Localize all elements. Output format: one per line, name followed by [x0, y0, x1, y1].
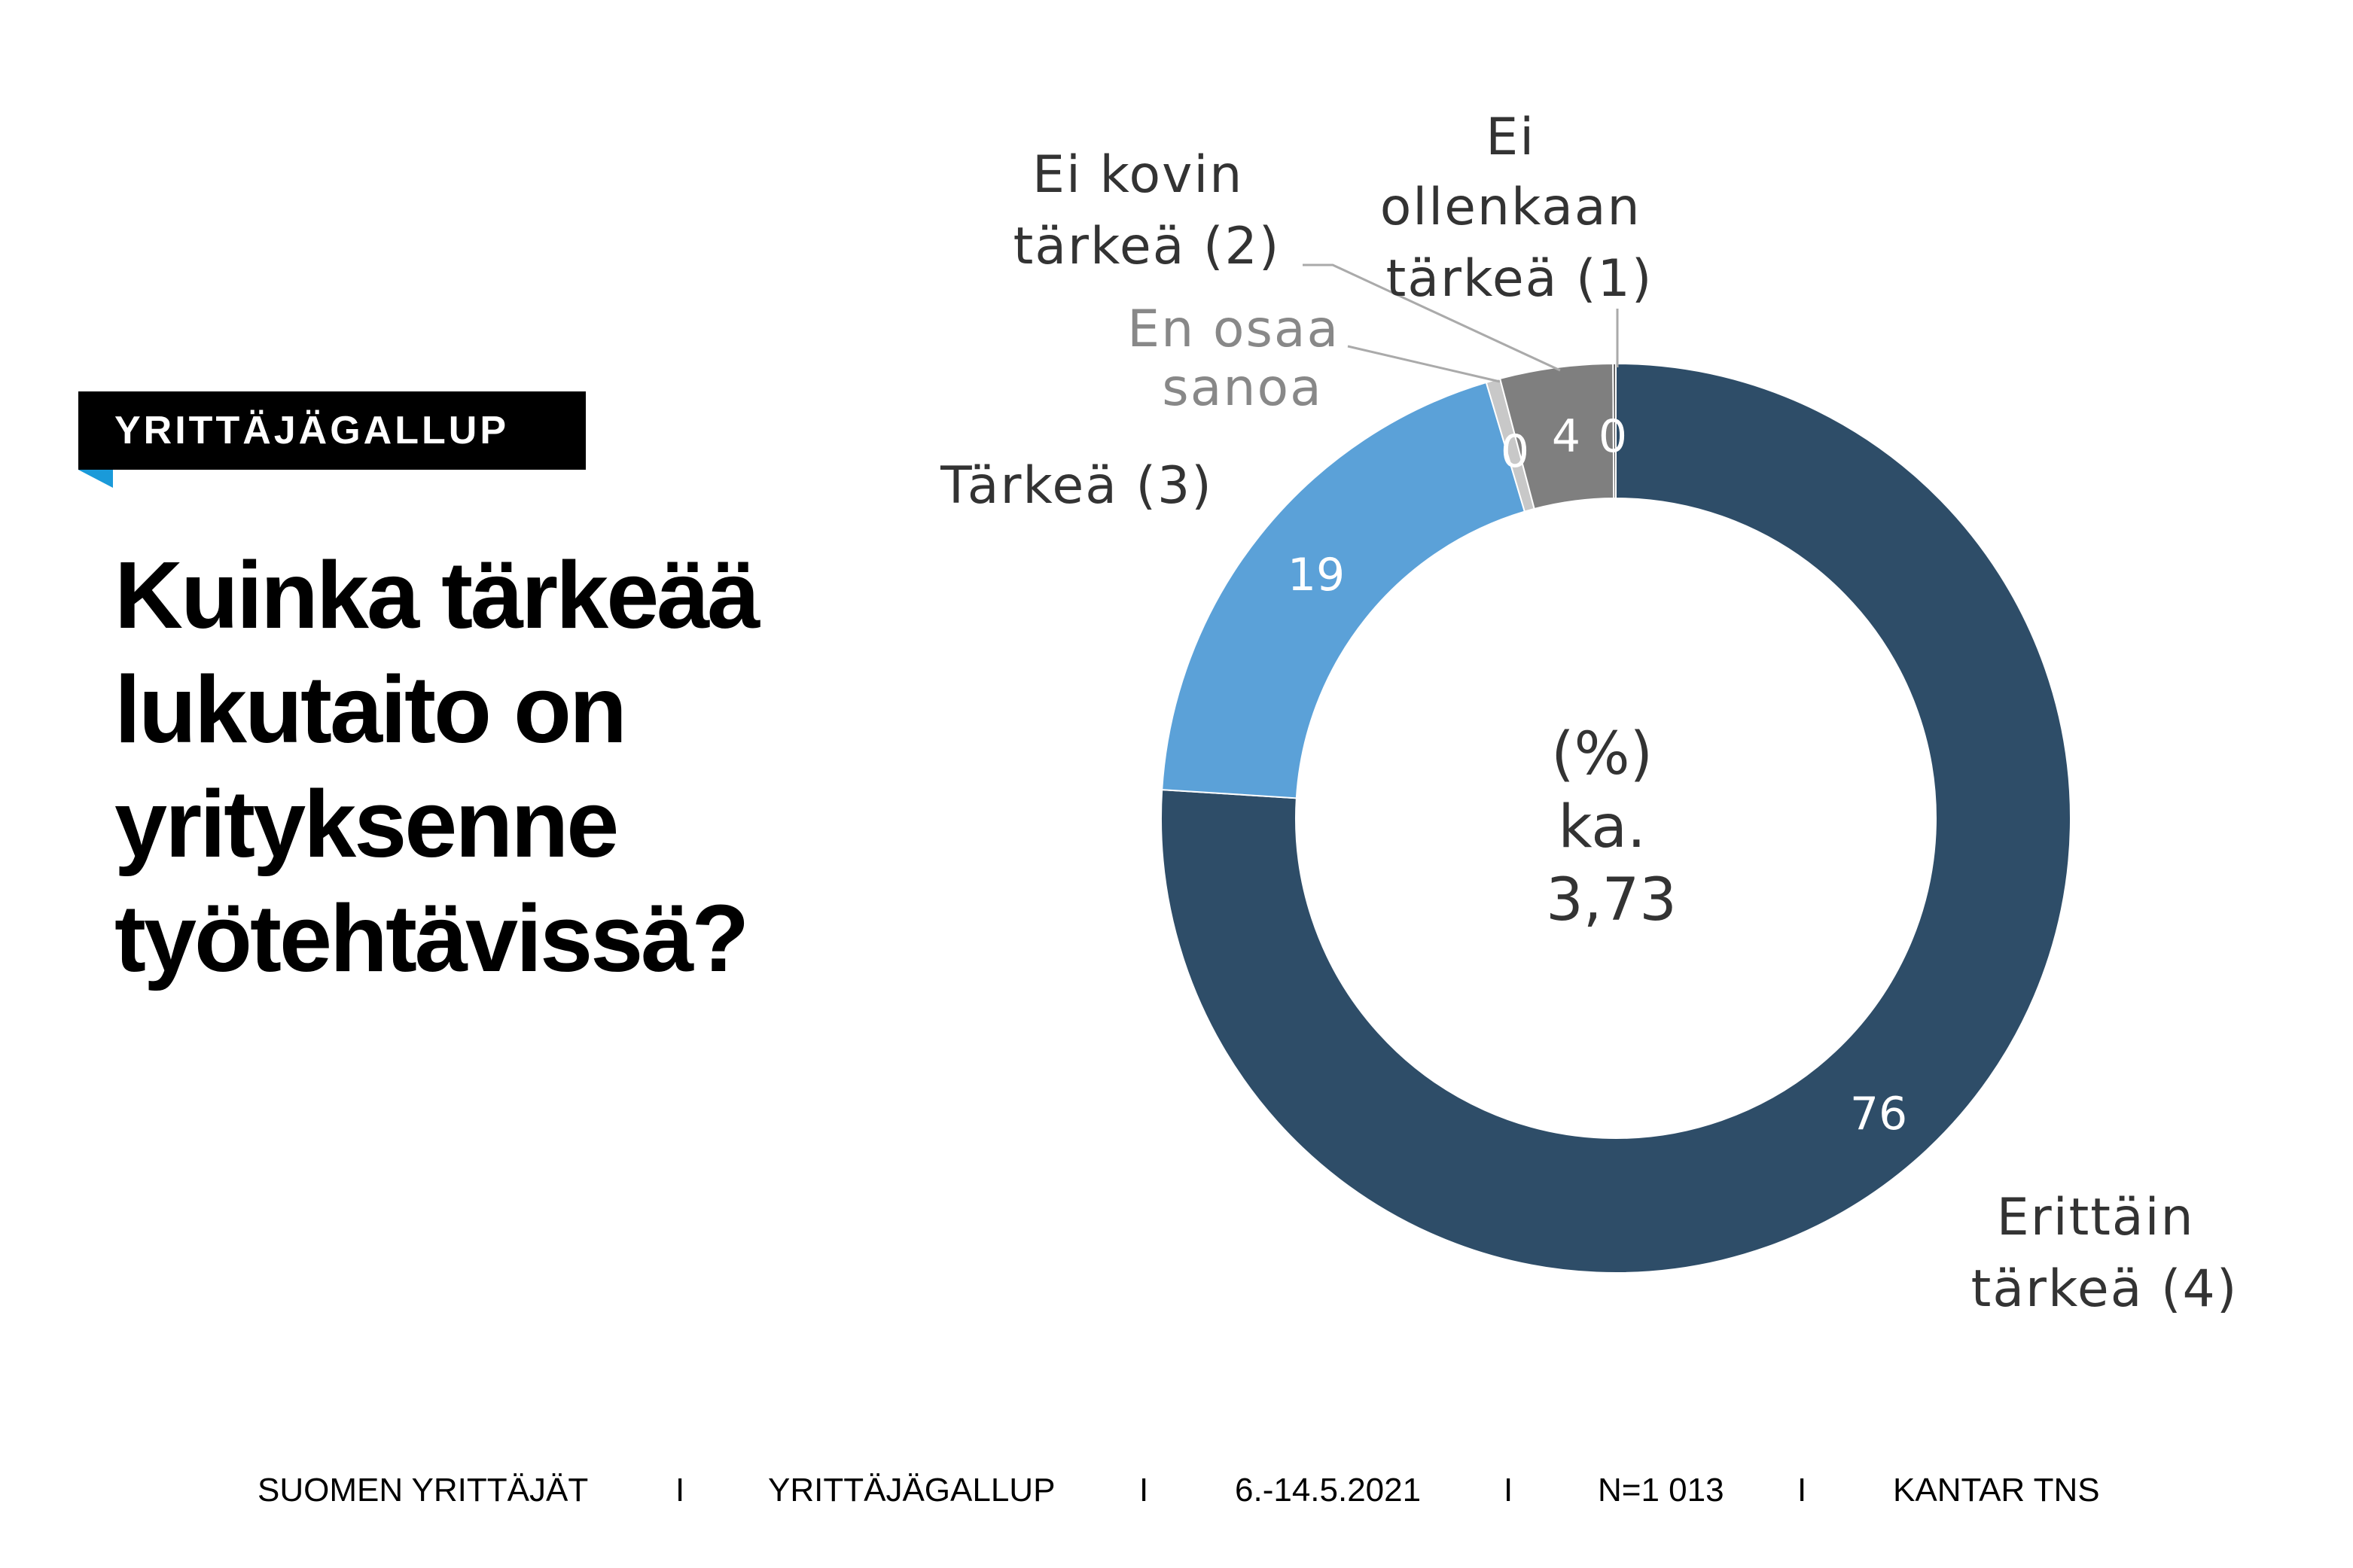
footer-item: KANTAR TNS: [1893, 1472, 2100, 1509]
label-line: tärkeä (1): [1386, 249, 1654, 309]
label-line: Tärkeä (3): [940, 456, 1213, 516]
category-labels: Erittäin tärkeä (4) Tärkeä (3) En osaa s…: [940, 108, 2239, 1319]
value-label-tarkea: 19: [1288, 549, 1345, 601]
footer-separator: I: [1504, 1472, 1513, 1509]
value-label-erittain: 76: [1850, 1088, 1907, 1140]
badge: YRITTÄJÄGALLUP: [78, 391, 586, 470]
footer-item: 6.-14.5.2021: [1235, 1472, 1422, 1509]
chart-center-text: (%) ka. 3,73: [1546, 720, 1677, 934]
slice-values: 76 19 0 4 0: [1288, 410, 1907, 1140]
value-label-ei-ollenkaan: 0: [1599, 410, 1627, 463]
slice-ei-ollenkaan: [1612, 362, 1617, 500]
headline-line: lukutaito on: [114, 656, 627, 763]
category-label-ei-kovin: Ei kovin tärkeä (2): [1013, 145, 1281, 276]
label-line: sanoa: [1162, 358, 1322, 418]
value-label-ei-kovin: 4: [1552, 410, 1580, 463]
leader-lines: [1303, 263, 1619, 383]
headline-line: työtehtävissä?: [114, 885, 749, 991]
footer-item: N=1 013: [1598, 1472, 1724, 1509]
footer-separator: I: [675, 1472, 685, 1509]
leader-line-en-osaa: [1347, 345, 1501, 383]
slice-tarkea: [1161, 381, 1526, 799]
headline-line: yrityksenne: [114, 771, 619, 877]
label-line: En osaa: [1127, 300, 1340, 359]
headline: Kuinka tärkeää lukutaito on yrityksenne …: [114, 538, 867, 996]
category-label-en-osaa: En osaa sanoa: [1127, 300, 1358, 418]
label-line: Ei: [1486, 108, 1535, 167]
center-line: 3,73: [1546, 866, 1677, 934]
category-label-erittain: Erittäin tärkeä (4): [1971, 1188, 2239, 1319]
footer-separator: I: [1797, 1472, 1807, 1509]
center-line: (%): [1551, 720, 1653, 788]
center-line: ka.: [1558, 793, 1645, 861]
value-label-en-osaa: 0: [1501, 425, 1529, 478]
slice-erittain: [1160, 362, 2071, 1274]
label-line: Ei kovin: [1032, 145, 1243, 205]
label-line: Erittäin: [1997, 1188, 2195, 1247]
footer-item: SUOMEN YRITTÄJÄT: [258, 1472, 589, 1509]
footer: SUOMEN YRITTÄJÄT I YRITTÄJÄGALLUP I 6.-1…: [0, 1472, 2353, 1524]
category-label-tarkea: Tärkeä (3): [940, 456, 1213, 516]
category-label-ei-ollenkaan: Ei ollenkaan tärkeä (1): [1380, 108, 1660, 309]
donut-slices: [1160, 362, 2071, 1274]
label-line: tärkeä (2): [1013, 217, 1281, 276]
footer-separator: I: [1139, 1472, 1149, 1509]
headline-line: Kuinka tärkeää: [114, 542, 760, 648]
badge-notch: [78, 470, 113, 488]
leader-line-ei-kovin: [1303, 263, 1561, 372]
label-line: ollenkaan: [1380, 178, 1641, 237]
label-line: tärkeä (4): [1971, 1259, 2239, 1319]
footer-item: YRITTÄJÄGALLUP: [768, 1472, 1056, 1509]
